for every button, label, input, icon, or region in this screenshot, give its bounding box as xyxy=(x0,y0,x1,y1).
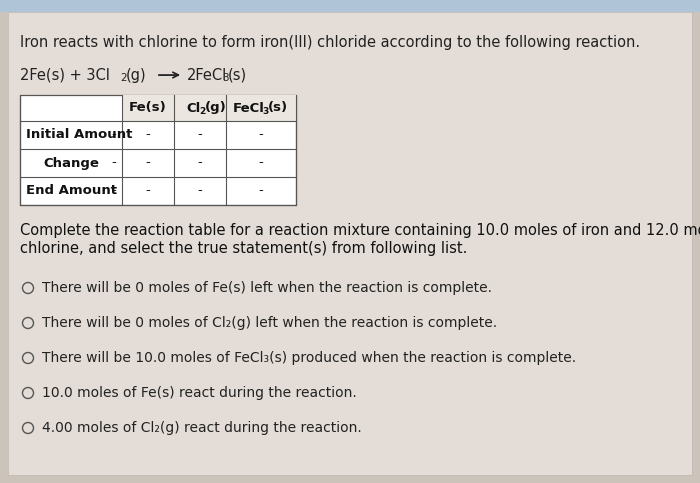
Text: (s): (s) xyxy=(228,68,247,83)
Text: 4.00 moles of Cl₂(g) react during the reaction.: 4.00 moles of Cl₂(g) react during the re… xyxy=(42,421,362,435)
Text: 2: 2 xyxy=(120,73,127,83)
Text: Complete the reaction table for a reaction mixture containing 10.0 moles of iron: Complete the reaction table for a reacti… xyxy=(20,223,700,238)
Text: -: - xyxy=(111,185,116,198)
Text: -: - xyxy=(197,128,202,142)
Text: 10.0 moles of Fe(s) react during the reaction.: 10.0 moles of Fe(s) react during the rea… xyxy=(42,386,357,400)
Text: Cl: Cl xyxy=(186,101,200,114)
Text: There will be 10.0 moles of FeCl₃(s) produced when the reaction is complete.: There will be 10.0 moles of FeCl₃(s) pro… xyxy=(42,351,576,365)
Text: There will be 0 moles of Fe(s) left when the reaction is complete.: There will be 0 moles of Fe(s) left when… xyxy=(42,281,492,295)
Text: 2FeCl: 2FeCl xyxy=(187,68,228,83)
Text: Fe(s): Fe(s) xyxy=(129,101,167,114)
Text: -: - xyxy=(146,185,150,198)
Text: -: - xyxy=(111,128,116,142)
Text: 3: 3 xyxy=(222,73,229,83)
Text: -: - xyxy=(258,128,263,142)
Text: End Amount: End Amount xyxy=(26,185,117,198)
Text: -: - xyxy=(146,156,150,170)
Bar xyxy=(20,95,296,205)
Text: Change: Change xyxy=(43,156,99,170)
Text: -: - xyxy=(197,156,202,170)
Text: -: - xyxy=(258,185,263,198)
Text: (s): (s) xyxy=(268,101,288,114)
Text: -: - xyxy=(258,156,263,170)
Bar xyxy=(122,95,296,121)
Text: -: - xyxy=(146,128,150,142)
Text: 2: 2 xyxy=(199,108,205,116)
Text: Iron reacts with chlorine to form iron(III) chloride according to the following : Iron reacts with chlorine to form iron(I… xyxy=(20,35,640,50)
Text: Initial Amount: Initial Amount xyxy=(26,128,132,142)
Text: -: - xyxy=(111,156,116,170)
Text: 3: 3 xyxy=(262,108,268,116)
Text: There will be 0 moles of Cl₂(g) left when the reaction is complete.: There will be 0 moles of Cl₂(g) left whe… xyxy=(42,316,497,330)
Text: (g): (g) xyxy=(126,68,146,83)
Text: (g): (g) xyxy=(205,101,227,114)
Text: ——: —— xyxy=(157,70,179,80)
Text: 2Fe(s) + 3Cl: 2Fe(s) + 3Cl xyxy=(20,68,110,83)
Text: chlorine, and select the true statement(s) from following list.: chlorine, and select the true statement(… xyxy=(20,241,468,256)
Text: FeCl: FeCl xyxy=(233,101,265,114)
Bar xyxy=(0,0,700,12)
Text: -: - xyxy=(197,185,202,198)
